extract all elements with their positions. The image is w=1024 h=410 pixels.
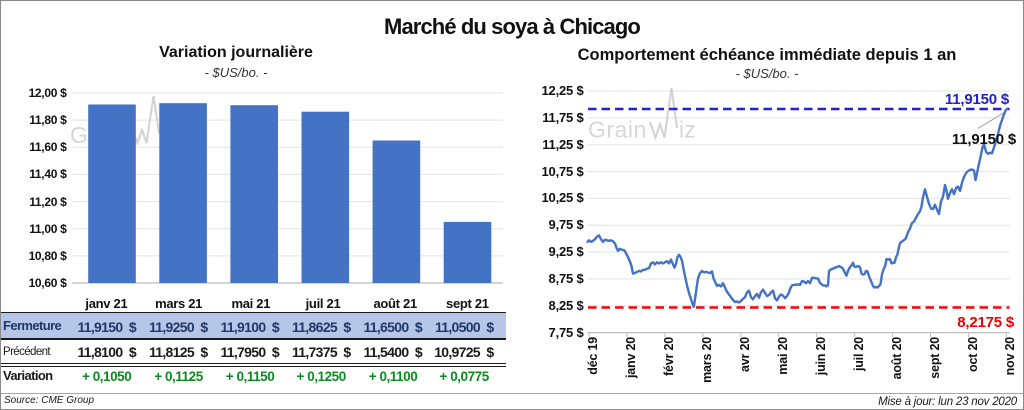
svg-text:Grain: Grain [588, 117, 647, 143]
svg-text:iz: iz [679, 117, 696, 143]
